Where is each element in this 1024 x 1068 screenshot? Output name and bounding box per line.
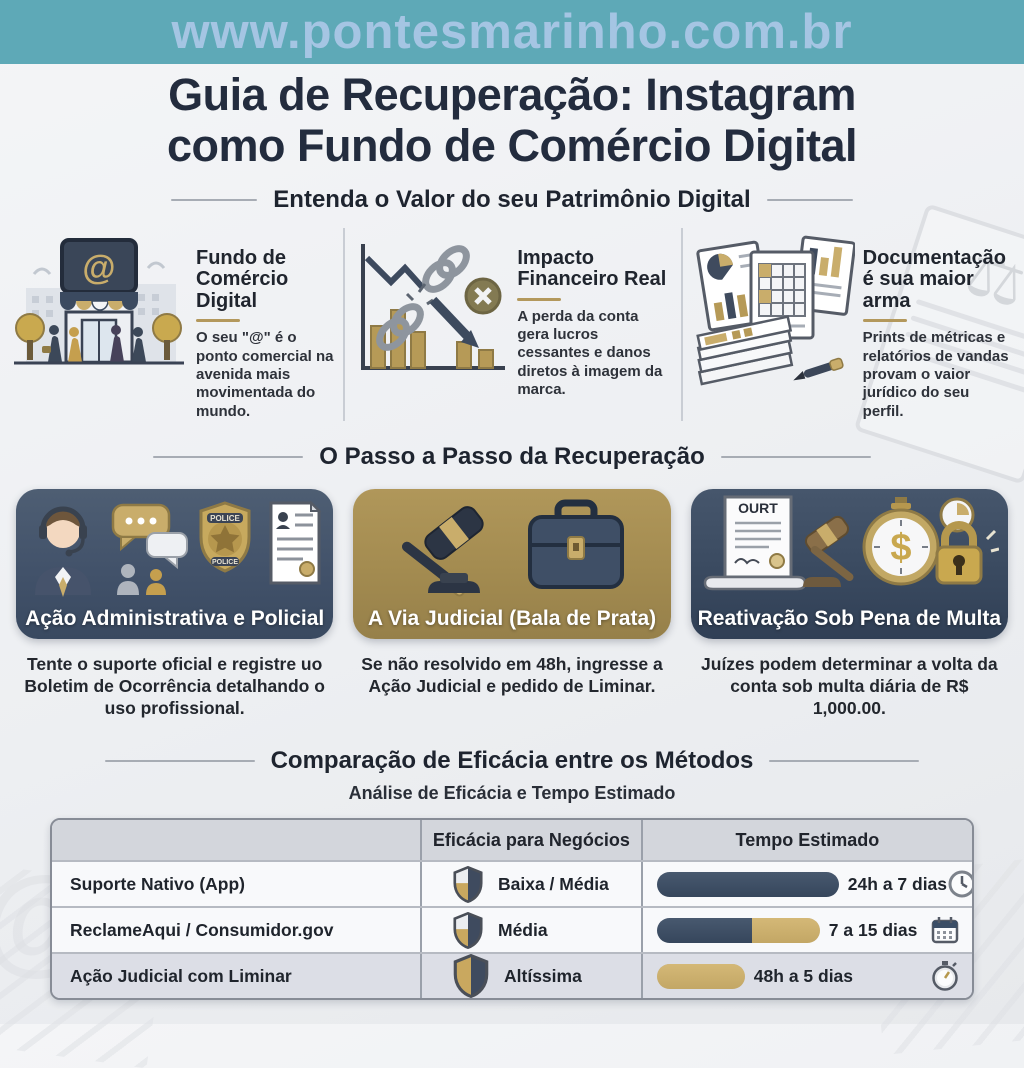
value-item-body: Prints de métricas e relatórios de vanda…: [862, 329, 1009, 420]
value-item-title: Documentação é sua maior arma: [862, 246, 1007, 312]
card-reativacao: OURT: [690, 488, 1008, 639]
method-name: Ação Judicial com Liminar: [70, 965, 292, 986]
value-item-title: Fundo de Comércio Digital: [196, 246, 289, 312]
table-row: Suporte Nativo (App) Baixa / Média 24h a…: [52, 860, 972, 907]
time-label: 24h a 7 dias: [847, 873, 948, 894]
svg-text:@: @: [82, 249, 115, 287]
step-caption: Juízes podem determinar a volta da conta…: [701, 653, 998, 719]
table-header-row: Eficácia para Negócios Tempo Estimado: [52, 820, 972, 861]
value-item-impacto: Impacto Financeiro Real A perda da conta…: [343, 227, 680, 421]
gavel-small-icon: [803, 515, 854, 587]
calendar-icon: [930, 915, 960, 945]
time-bar: [656, 871, 839, 897]
column-header-time: Tempo Estimado: [735, 829, 880, 850]
section-title: Comparação de Eficácia entre os Métodos: [270, 747, 754, 775]
time-label: 48h a 5 dias: [753, 965, 854, 986]
value-items: @ Fundo de: [6, 227, 1018, 421]
section-title: Entenda o Valor do seu Patrimônio Digita…: [273, 185, 751, 213]
website-banner: www.pontesmarinho.com.br: [0, 0, 1024, 64]
pen-icon: [792, 357, 844, 381]
shield-icon: [453, 865, 483, 903]
step-caption: Se não resolvido em 48h, ingresse a Ação…: [361, 653, 663, 696]
svg-text:OURT: OURT: [738, 500, 778, 516]
website-url: www.pontesmarinho.com.br: [171, 5, 853, 59]
support-police-icons: POLICE POLICE: [34, 500, 322, 597]
step-captions: Tente o suporte oficial e registre uo Bo…: [16, 653, 1008, 719]
card-title: Ação Administrativa e Policial: [25, 606, 325, 630]
time-bar: [656, 963, 745, 989]
step-cards: POLICE POLICE: [16, 488, 1008, 639]
step-caption: Tente o suporte oficial e registre uo Bo…: [24, 653, 325, 719]
stopwatch-icon: [930, 960, 960, 992]
clock-icon: [947, 869, 972, 899]
time-label: 7 a 15 dias: [828, 919, 918, 940]
time-bar: [656, 917, 820, 943]
briefcase-icon: [527, 499, 624, 589]
court-scroll-icon: OURT: [704, 495, 807, 591]
card-acao-administrativa: POLICE POLICE: [16, 488, 334, 639]
section-header-value: Entenda o Valor do seu Patrimônio Digita…: [0, 186, 1024, 214]
stopwatch-dollar-icon: $: [862, 496, 940, 586]
shield-icon: [453, 954, 489, 999]
documents-stack-icon: [695, 235, 855, 386]
gold-divider: [862, 319, 907, 323]
page-title: Guia de Recuperação: Instagram como Fund…: [166, 69, 858, 171]
table-row: Ação Judicial com Liminar Altíssima 48h …: [52, 952, 972, 999]
shield-icon: [453, 911, 483, 949]
efficacy-label: Média: [498, 919, 548, 940]
svg-text:POLICE: POLICE: [212, 559, 238, 566]
value-item-fundo: @ Fundo de: [6, 228, 343, 421]
value-item-documentacao: Documentação é sua maior arma Prints de …: [680, 227, 1018, 421]
report-document-icon: [269, 500, 322, 585]
table-row: ReclameAqui / Consumidor.gov Média 7 a 1…: [52, 906, 972, 953]
storefront-at-icon: @: [14, 237, 184, 365]
section-title: O Passo a Passo da Recuperação: [319, 442, 705, 470]
gavel-briefcase-icons: [401, 499, 624, 597]
pedestrians: [42, 324, 146, 362]
court-order-stopwatch-icons: OURT: [704, 495, 1000, 591]
card-via-judicial: A Via Judicial (Bala de Prata): [353, 488, 671, 639]
svg-text:POLICE: POLICE: [210, 514, 240, 523]
efficacy-label: Baixa / Média: [498, 873, 609, 894]
svg-text:$: $: [891, 527, 912, 569]
section-header-steps: O Passo a Passo da Recuperação: [0, 443, 1024, 471]
padlock-icon: [935, 521, 1000, 585]
value-item-title: Impacto Financeiro Real: [517, 246, 667, 291]
card-title: Reativação Sob Pena de Multa: [697, 606, 1002, 630]
fine-amount: R$ 1,000.00.: [812, 676, 969, 719]
value-item-body: A perda da conta gera lucros cessantes e…: [517, 307, 663, 399]
value-item-body: O seu "@" é o ponto comercial na avenida…: [196, 329, 334, 420]
efficacy-label: Altíssima: [504, 965, 582, 986]
prints-stack: [695, 314, 793, 386]
gold-divider: [196, 319, 240, 323]
comparison-subtitle: Análise de Eficácia e Tempo Estimado: [348, 783, 676, 804]
broken-chain-decline-icon: [361, 243, 506, 370]
method-name: ReclameAqui / Consumidor.gov: [70, 919, 334, 940]
method-name: Suporte Nativo (App): [70, 873, 245, 894]
comparison-table: Eficácia para Negócios Tempo Estimado Su…: [50, 818, 974, 1001]
section-header-comparison: Comparação de Eficácia entre os Métodos: [0, 747, 1024, 775]
column-header-efficacy: Eficácia para Negócios: [432, 829, 630, 850]
police-badge-icon: POLICE POLICE: [199, 501, 251, 573]
card-title: A Via Judicial (Bala de Prata): [367, 606, 657, 630]
gold-divider: [517, 297, 562, 301]
